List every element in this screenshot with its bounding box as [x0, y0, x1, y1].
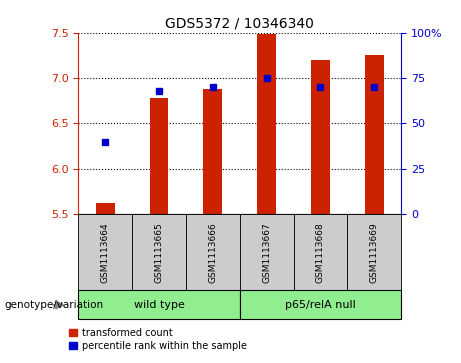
FancyBboxPatch shape [132, 214, 186, 290]
Bar [203, 89, 222, 214]
FancyBboxPatch shape [240, 290, 401, 319]
Text: wild type: wild type [134, 300, 184, 310]
Text: GSM1113669: GSM1113669 [370, 222, 378, 283]
Text: p65/relA null: p65/relA null [285, 300, 356, 310]
Bar [365, 55, 384, 214]
FancyBboxPatch shape [78, 290, 240, 319]
FancyBboxPatch shape [294, 214, 347, 290]
FancyBboxPatch shape [347, 214, 401, 290]
Text: GSM1113668: GSM1113668 [316, 222, 325, 283]
Text: genotype/variation: genotype/variation [5, 300, 104, 310]
Text: GSM1113667: GSM1113667 [262, 222, 271, 283]
Bar [311, 60, 330, 214]
Text: GSM1113666: GSM1113666 [208, 222, 217, 283]
Bar [150, 98, 168, 214]
Title: GDS5372 / 10346340: GDS5372 / 10346340 [165, 16, 314, 30]
Text: GSM1113665: GSM1113665 [154, 222, 164, 283]
Legend: transformed count, percentile rank within the sample: transformed count, percentile rank withi… [70, 328, 247, 351]
FancyBboxPatch shape [240, 214, 294, 290]
Bar [257, 34, 276, 214]
FancyBboxPatch shape [78, 214, 132, 290]
FancyBboxPatch shape [186, 214, 240, 290]
Bar [96, 203, 115, 214]
Text: GSM1113664: GSM1113664 [101, 222, 110, 283]
